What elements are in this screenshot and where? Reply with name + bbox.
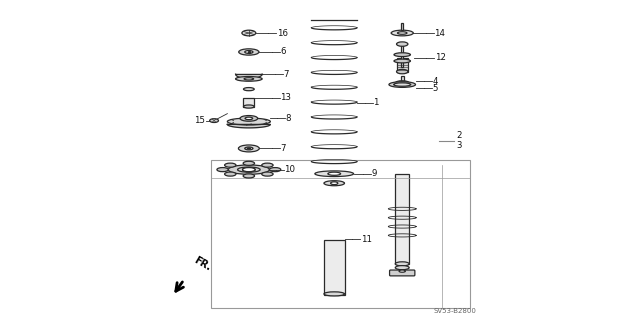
Ellipse shape [227,118,270,125]
Ellipse shape [324,181,344,186]
Ellipse shape [315,171,353,177]
Text: 16: 16 [277,28,288,38]
Ellipse shape [389,82,415,87]
Ellipse shape [399,270,405,272]
Text: 15: 15 [194,116,205,125]
Ellipse shape [262,163,273,167]
Ellipse shape [397,42,408,46]
Ellipse shape [242,30,256,36]
Ellipse shape [217,167,228,172]
Ellipse shape [394,59,410,63]
Ellipse shape [391,30,413,36]
Ellipse shape [396,266,409,270]
Ellipse shape [397,32,407,34]
Text: 10: 10 [284,165,295,174]
Ellipse shape [262,172,273,176]
Polygon shape [227,124,270,128]
Bar [211,160,470,308]
Ellipse shape [328,172,340,175]
Ellipse shape [244,78,253,80]
Ellipse shape [236,77,262,81]
Ellipse shape [396,262,409,266]
FancyBboxPatch shape [390,270,415,276]
Ellipse shape [240,115,258,121]
Ellipse shape [243,174,255,178]
Ellipse shape [247,148,250,149]
Ellipse shape [243,167,255,172]
Ellipse shape [243,105,254,108]
Text: FR.: FR. [192,255,212,273]
Text: SV53-B2800: SV53-B2800 [434,308,477,314]
Ellipse shape [396,81,409,85]
Bar [324,240,344,295]
Ellipse shape [331,182,338,185]
Ellipse shape [397,70,408,74]
Text: 4: 4 [433,77,438,86]
Text: 5: 5 [433,84,438,93]
Bar [401,23,403,30]
Polygon shape [236,74,262,78]
Text: 9: 9 [372,169,377,178]
Ellipse shape [394,83,411,86]
Ellipse shape [210,119,218,122]
Text: 2: 2 [456,131,461,140]
Ellipse shape [243,87,254,91]
Ellipse shape [225,172,236,176]
Bar [397,58,408,71]
Text: 8: 8 [285,114,291,123]
Text: 11: 11 [361,235,372,244]
Text: 1: 1 [374,98,379,107]
Ellipse shape [228,165,269,174]
Bar [396,174,409,264]
Ellipse shape [239,49,259,55]
Ellipse shape [394,53,410,56]
Ellipse shape [244,147,253,150]
Ellipse shape [244,51,253,53]
Text: 7: 7 [280,144,286,153]
Text: 14: 14 [435,28,445,38]
Text: 12: 12 [435,53,446,62]
Text: 3: 3 [456,141,461,150]
Ellipse shape [269,167,281,172]
Bar [401,76,404,83]
Ellipse shape [225,163,236,167]
Ellipse shape [245,117,253,120]
Bar [243,98,254,107]
Text: 7: 7 [284,70,289,78]
Text: 13: 13 [280,93,291,102]
Ellipse shape [239,145,259,152]
Ellipse shape [324,292,344,296]
Ellipse shape [243,161,255,165]
Text: 6: 6 [280,48,285,56]
Bar [401,45,403,67]
Ellipse shape [237,167,260,172]
Ellipse shape [243,167,255,172]
